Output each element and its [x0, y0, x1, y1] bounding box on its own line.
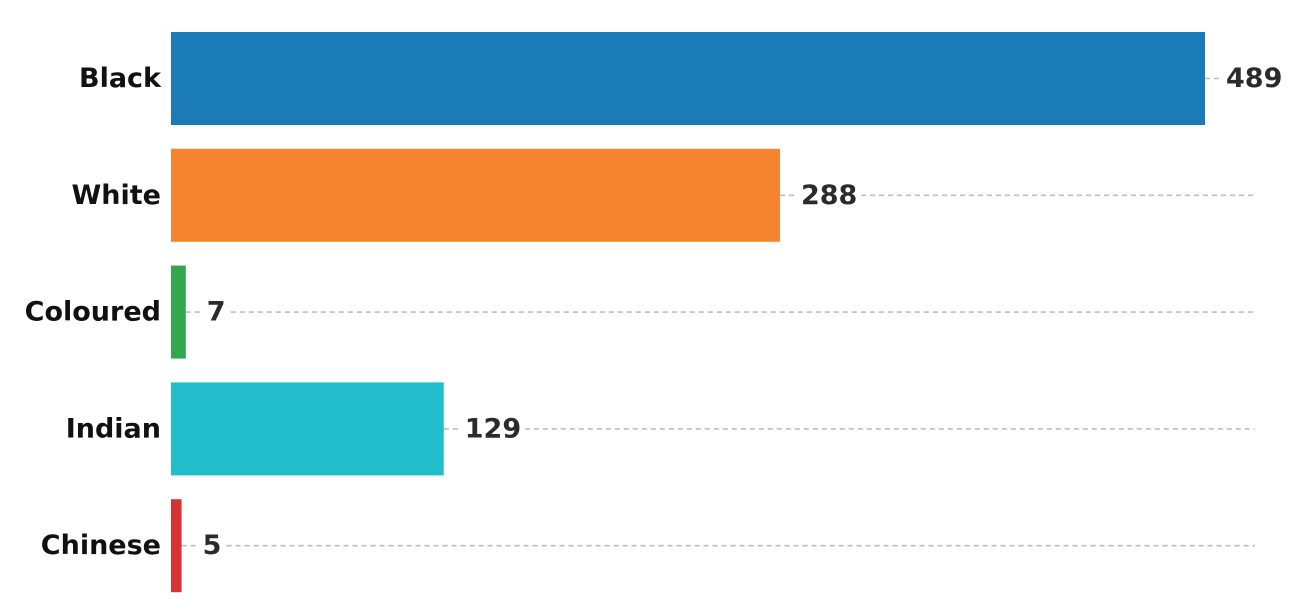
value-labels: 489 288 7 129 5 [198, 63, 1287, 562]
category-labels: Black White Coloured Indian Chinese [25, 63, 162, 561]
value-label-chinese: 5 [203, 530, 222, 561]
bars [171, 32, 1205, 593]
bar-black [171, 32, 1205, 125]
value-label-background-white [796, 179, 862, 211]
category-label-coloured: Coloured [25, 297, 161, 328]
category-label-chinese: Chinese [41, 530, 161, 561]
category-label-black: Black [79, 63, 162, 94]
grid-lines [181, 77, 1255, 547]
value-label-black: 489 [1226, 63, 1282, 94]
bar-chinese [171, 499, 182, 593]
value-label-background-chinese [198, 530, 226, 562]
value-label-coloured: 7 [207, 297, 226, 328]
value-label-white: 288 [801, 180, 857, 211]
category-label-indian: Indian [66, 413, 161, 444]
value-label-background-indian [460, 413, 526, 445]
bar-white [171, 148, 780, 242]
bar-coloured [171, 265, 186, 359]
category-label-white: White [72, 180, 161, 211]
value-label-indian: 129 [465, 413, 521, 444]
value-label-background-coloured [202, 296, 230, 328]
bar-indian [171, 382, 444, 476]
value-label-background-black [1222, 63, 1287, 94]
